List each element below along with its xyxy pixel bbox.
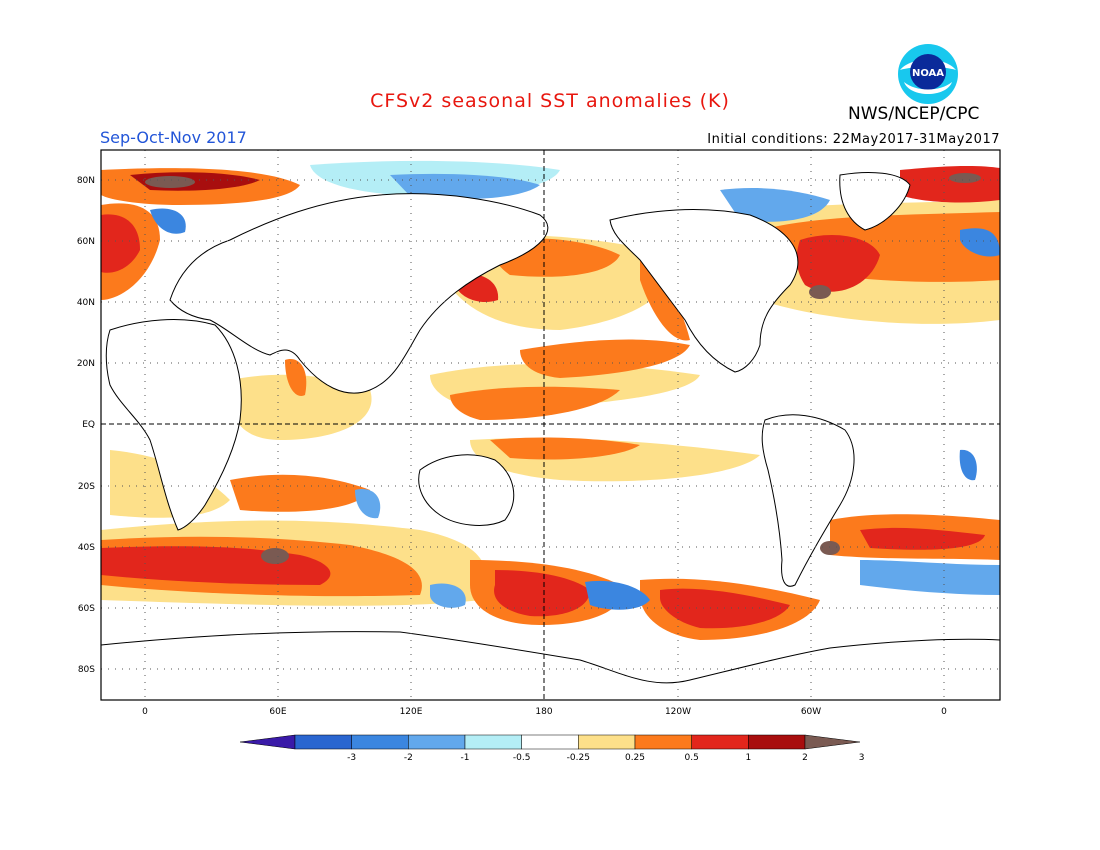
lon-tick: 60W: [801, 707, 821, 717]
colorbar: -3 -2 -1 -0.5 -0.25 0.25 0.5 1 2 3: [239, 734, 865, 763]
colorbar-label: 1: [745, 753, 751, 763]
colorbar-segment: [748, 734, 806, 750]
colorbar-label: -2: [404, 753, 413, 763]
colorbar-label: 3: [859, 753, 865, 763]
lon-tick: 120W: [665, 707, 691, 717]
lon-tick: 180: [535, 707, 552, 717]
coastlines: [101, 171, 1000, 700]
season-label: Sep-Oct-Nov 2017: [100, 128, 247, 147]
colorbar-label: -0.25: [567, 753, 590, 763]
colorbar-label: -1: [461, 753, 470, 763]
lon-axis: 0 60E 120E 180 120W 60W 0: [142, 707, 947, 717]
lat-tick: 20S: [78, 482, 95, 492]
lon-tick: 0: [142, 707, 148, 717]
lat-axis: 80N 60N 40N 20N EQ 20S 40S 60S 80S: [77, 176, 95, 675]
colorbar-label: 2: [802, 753, 808, 763]
chart-title: CFSv2 seasonal SST anomalies (K): [370, 90, 730, 112]
organization-label: NWS/NCEP/CPC: [848, 104, 980, 124]
map-frame: [100, 149, 1001, 701]
lat-tick: 40S: [78, 543, 95, 553]
colorbar-segment: [351, 734, 409, 750]
colorbar-segment: [691, 734, 749, 750]
lon-tick: 120E: [400, 707, 423, 717]
colorbar-min-arrow: [239, 734, 296, 750]
colorbar-segment: [578, 734, 636, 750]
graticule: [101, 150, 1000, 700]
lat-tick: 80S: [78, 665, 95, 675]
lon-tick: 60E: [269, 707, 286, 717]
lat-tick: 80N: [77, 176, 95, 186]
colorbar-max-arrow: [804, 734, 861, 750]
lat-tick: EQ: [82, 420, 95, 430]
colorbar-segment: [464, 734, 522, 750]
lon-tick: 0: [941, 707, 947, 717]
lat-tick: 20N: [77, 359, 95, 369]
lat-tick: 40N: [77, 298, 95, 308]
colorbar-label: 0.5: [685, 753, 699, 763]
lat-tick: 60N: [77, 237, 95, 247]
colorbar-segment: [521, 734, 579, 750]
colorbar-segment: [294, 734, 352, 750]
colorbar-label: -3: [347, 753, 356, 763]
colorbar-label: -0.5: [513, 753, 531, 763]
noaa-logo-icon: NOAA: [898, 44, 958, 104]
initial-conditions: Initial conditions: 22May2017-31May2017: [707, 132, 1000, 147]
colorbar-segment: [408, 734, 466, 750]
logo-text: NOAA: [912, 68, 944, 79]
colorbar-label: 0.25: [625, 753, 645, 763]
lat-tick: 60S: [78, 604, 95, 614]
colorbar-segment: [634, 734, 692, 750]
